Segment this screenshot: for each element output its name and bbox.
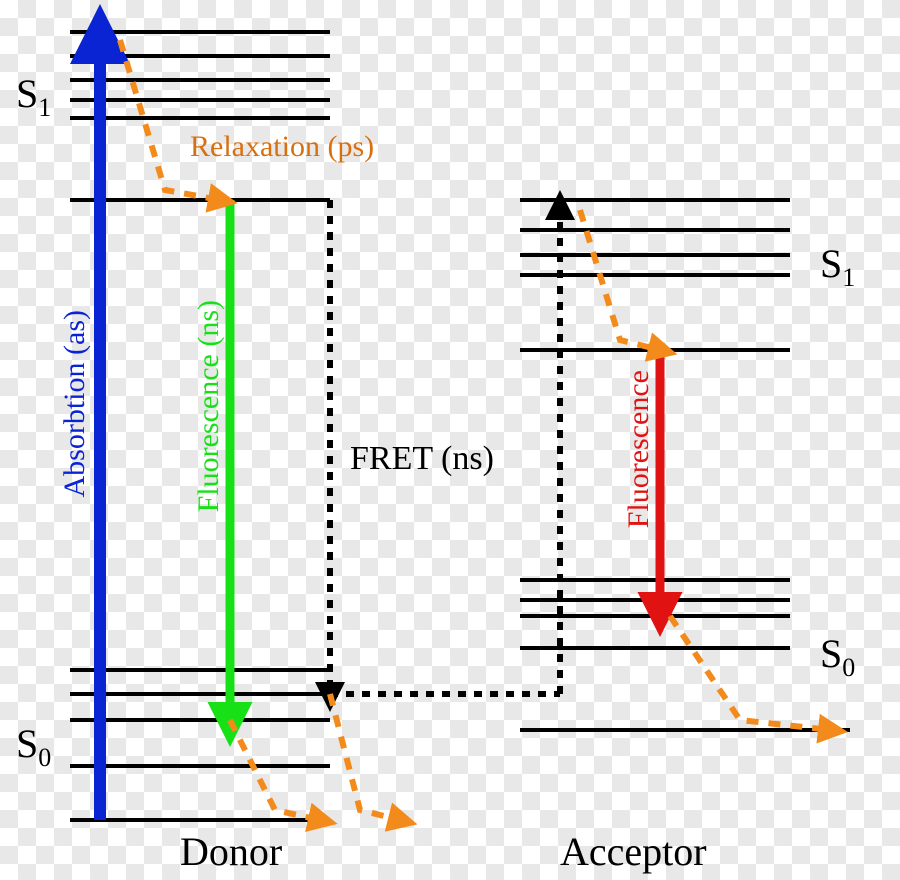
absorption-label: Absorbtion (as) — [58, 310, 92, 497]
donor-title: Donor — [180, 828, 282, 875]
relaxation-label: Relaxation (ps) — [190, 130, 374, 164]
acceptor-s0-label: S0 — [820, 630, 855, 683]
donor-s0-label: S0 — [16, 720, 51, 773]
donor-s1-label: S1 — [16, 70, 51, 123]
donor-fluorescence-label: Fluorescence (ns) — [192, 300, 226, 512]
relaxation-donor-s0-a — [230, 720, 320, 820]
acceptor-fluorescence-label: Fluorescence — [622, 370, 656, 528]
relaxation-acceptor-s0 — [670, 616, 830, 730]
acceptor-title: Acceptor — [560, 828, 707, 875]
acceptor-s1-label: S1 — [820, 240, 855, 293]
relaxation-donor-s0-b — [330, 694, 400, 820]
fret-label: FRET (ns) — [350, 440, 494, 478]
